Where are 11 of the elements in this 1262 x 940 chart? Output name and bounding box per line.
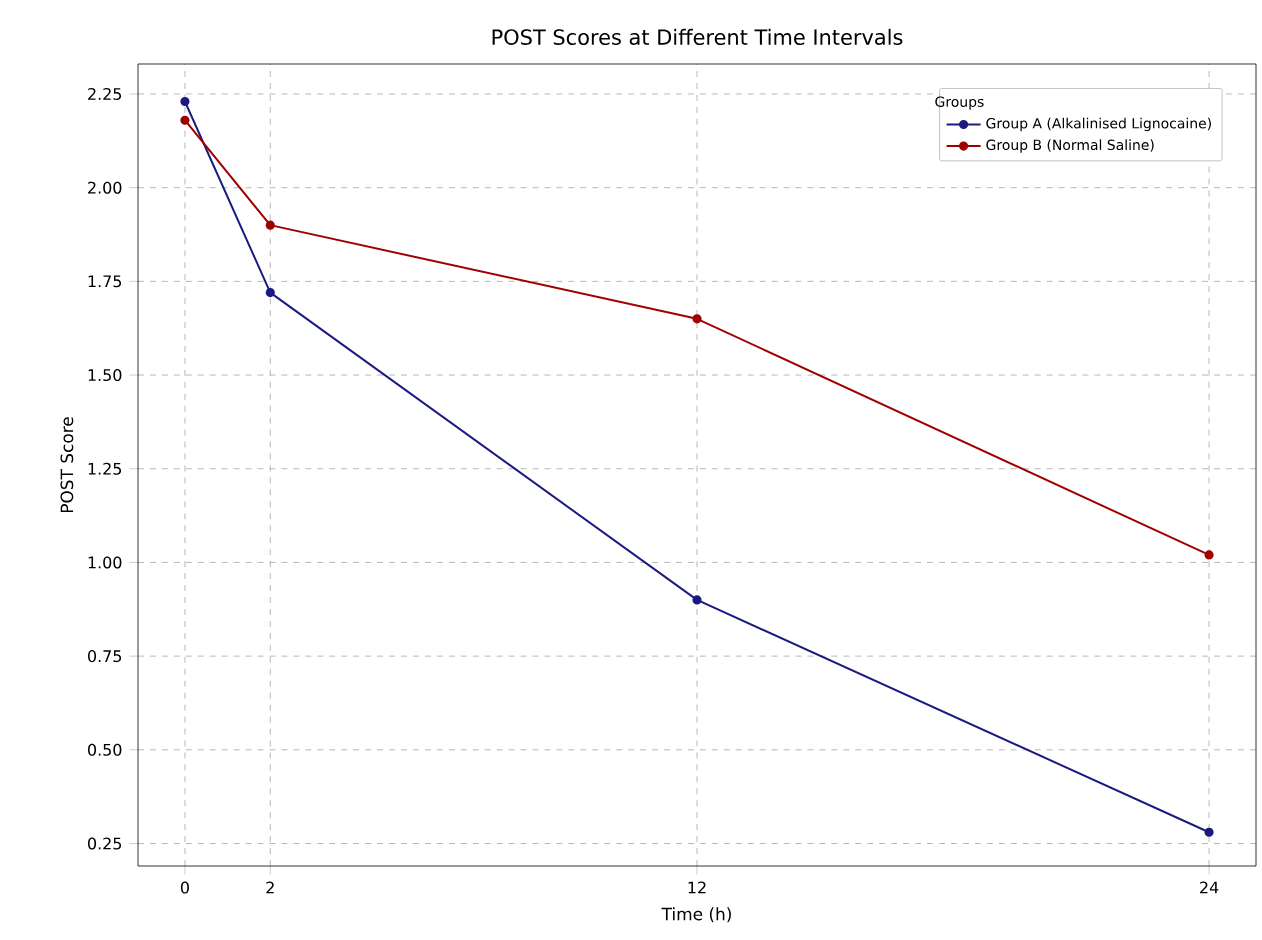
y-axis-title: POST Score: [60, 417, 74, 513]
point: [1204, 550, 1214, 560]
x-axis-title: Time (h): [661, 907, 731, 923]
chart-title: POST Scores at Different Time Intervals: [492, 28, 903, 45]
point: [180, 96, 190, 107]
point: [265, 220, 275, 230]
point: [1204, 827, 1214, 837]
point: [692, 314, 702, 324]
point: [180, 115, 190, 125]
point: [265, 288, 275, 298]
point: [692, 595, 702, 605]
